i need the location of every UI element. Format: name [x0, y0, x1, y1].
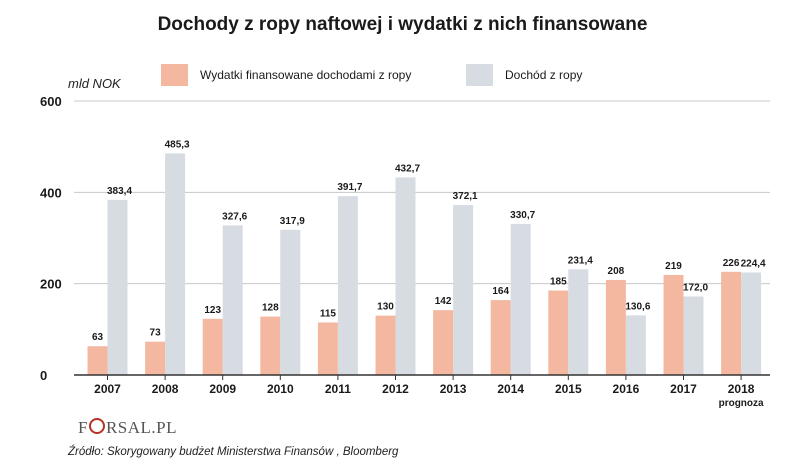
x-tick-label: 2013 — [440, 382, 467, 396]
data-label-spending: 208 — [608, 266, 625, 277]
x-tick-label: 2012 — [382, 382, 409, 396]
bar-revenue — [741, 273, 761, 375]
data-label-revenue: 224,4 — [741, 259, 766, 270]
bar-revenue — [568, 269, 588, 375]
bar-revenue — [223, 225, 243, 375]
bar-spending — [548, 291, 568, 375]
bar-revenue — [453, 205, 473, 375]
data-label-spending: 185 — [550, 277, 567, 288]
bar-spending — [606, 280, 626, 375]
bar-chart: 0 200 400 600 63 383,4 2007 73 485,3 2008 123 327,6… — [0, 0, 805, 474]
bar-revenue — [626, 315, 646, 375]
bar-spending — [318, 322, 338, 375]
bar-revenue — [165, 153, 185, 375]
y-tick-label: 200 — [40, 277, 62, 292]
bar-spending — [491, 300, 511, 375]
x-tick-label: 2015 — [555, 382, 582, 396]
y-tick-label: 600 — [40, 94, 62, 109]
bar-revenue — [338, 196, 358, 375]
data-label-revenue: 231,4 — [568, 255, 593, 266]
data-label-revenue: 317,9 — [280, 216, 305, 227]
data-label-spending: 219 — [665, 261, 682, 272]
y-tick-label: 400 — [40, 185, 62, 200]
bar-revenue — [684, 296, 704, 375]
x-tick-label: 2008 — [152, 382, 179, 396]
x-tick-label: 2018 — [728, 382, 755, 396]
bar-spending — [721, 272, 741, 375]
brand-o-mark-icon — [89, 418, 105, 434]
bar-spending — [376, 316, 396, 375]
bar-spending — [433, 310, 453, 375]
x-tick-label: 2017 — [670, 382, 697, 396]
data-label-spending: 115 — [320, 308, 337, 319]
bar-spending — [664, 275, 684, 375]
data-label-spending: 130 — [377, 302, 394, 313]
bar-revenue — [280, 230, 300, 375]
bar-revenue — [511, 224, 531, 375]
data-label-revenue: 372,1 — [453, 191, 478, 202]
bar-revenue — [108, 200, 128, 375]
data-label-revenue: 391,7 — [337, 182, 362, 193]
data-label-spending: 142 — [435, 296, 452, 307]
brand-logo: F RSAL.PL — [78, 418, 177, 438]
x-tick-label: 2014 — [497, 382, 524, 396]
bar-spending — [145, 342, 165, 375]
data-label-revenue: 172,0 — [683, 282, 708, 293]
y-tick-label: 0 — [40, 368, 47, 383]
x-tick-label: 2009 — [209, 382, 236, 396]
x-tick-sublabel: prognoza — [719, 398, 764, 409]
bar-spending — [88, 346, 108, 375]
data-label-revenue: 330,7 — [510, 210, 535, 221]
data-label-spending: 63 — [92, 332, 104, 343]
data-label-spending: 123 — [204, 305, 221, 316]
data-label-spending: 128 — [262, 303, 279, 314]
x-tick-label: 2016 — [613, 382, 640, 396]
data-label-revenue: 432,7 — [395, 163, 420, 174]
data-label-spending: 164 — [492, 286, 509, 297]
data-label-spending: 73 — [150, 328, 162, 339]
data-label-revenue: 383,4 — [107, 186, 132, 197]
data-label-spending: 226 — [723, 258, 740, 269]
data-label-revenue: 485,3 — [165, 139, 190, 150]
bar-revenue — [396, 177, 416, 375]
x-tick-label: 2011 — [325, 382, 351, 396]
x-tick-label: 2007 — [94, 382, 121, 396]
x-tick-label: 2010 — [267, 382, 294, 396]
source-note: Źródło: Skorygowany budżet Ministerstwa … — [68, 446, 398, 458]
data-label-revenue: 327,6 — [222, 211, 247, 222]
brand-suffix: RSAL.PL — [106, 418, 177, 437]
bar-spending — [260, 317, 280, 375]
brand-prefix: F — [78, 418, 88, 437]
data-label-revenue: 130,6 — [625, 301, 650, 312]
bar-spending — [203, 319, 223, 375]
